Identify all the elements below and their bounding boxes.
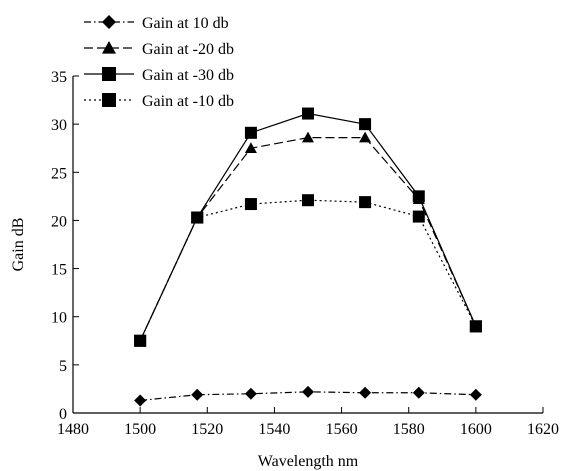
data-point-square — [102, 93, 116, 107]
x-tick-label: 1580 — [393, 421, 425, 438]
legend-item: Gain at -20 db — [84, 41, 234, 58]
data-point-square — [359, 196, 372, 209]
x-tick-label: 1480 — [57, 421, 89, 438]
data-point-triangle — [102, 41, 116, 54]
data-point-square — [412, 210, 425, 223]
data-point-square — [302, 107, 314, 120]
legend-label: Gain at -30 db — [142, 67, 234, 84]
legend-label: Gain at -10 db — [142, 93, 234, 110]
legend-item: Gain at -10 db — [84, 93, 234, 110]
data-point-square — [102, 67, 116, 81]
axes — [72, 75, 544, 414]
legend: Gain at 10 db Gain at -20 db Gain at -30 d… — [84, 15, 234, 110]
series-line — [139, 137, 477, 342]
data-point-diamond — [244, 387, 257, 400]
x-axis-label: Wavelength nm — [258, 453, 359, 470]
x-tick-label: 1540 — [258, 421, 290, 438]
x-tick-label: 1560 — [326, 421, 358, 438]
data-point-square — [412, 190, 425, 203]
series-1 — [134, 385, 482, 407]
y-tick-label: 5 — [59, 358, 67, 375]
legend-label: Gain at -20 db — [142, 41, 234, 58]
data-point-triangle — [302, 131, 314, 143]
legend-label: Gain at 10 db — [142, 15, 229, 32]
data-point-diamond — [102, 15, 116, 29]
data-point-triangle — [359, 131, 372, 143]
y-tick-label: 20 — [51, 213, 67, 230]
y-tick-label: 0 — [59, 406, 67, 423]
data-point-diamond — [359, 386, 372, 399]
data-point-diamond — [302, 385, 314, 398]
data-point-diamond — [191, 388, 204, 401]
x-tick-label: 1620 — [527, 421, 559, 438]
y-tick-label: 25 — [51, 165, 67, 182]
data-point-square — [191, 211, 204, 224]
data-point-square — [134, 334, 147, 347]
data-point-diamond — [412, 386, 425, 399]
data-point-diamond — [469, 388, 482, 401]
legend-item: Gain at 10 db — [84, 15, 229, 32]
series-group — [134, 107, 482, 407]
legend-item: Gain at -30 db — [84, 67, 234, 84]
x-tick-label: 1500 — [124, 421, 156, 438]
data-point-square — [244, 198, 257, 211]
x-tick-label: 1520 — [191, 421, 223, 438]
series-line — [139, 112, 477, 342]
data-point-triangle — [244, 142, 257, 154]
y-axis-label: Gain dB — [10, 218, 27, 272]
y-tick-label: 35 — [51, 69, 67, 86]
data-point-square — [359, 118, 372, 131]
series-3 — [134, 107, 482, 347]
y-tick-label: 15 — [51, 262, 67, 279]
data-point-diamond — [134, 394, 147, 407]
series-4 — [134, 194, 482, 347]
y-tick-label: 30 — [51, 117, 67, 134]
series-line — [139, 199, 477, 342]
data-point-square — [244, 126, 257, 139]
data-point-square — [302, 194, 314, 207]
data-point-square — [469, 320, 482, 333]
x-tick-label: 1600 — [460, 421, 492, 438]
y-tick-label: 10 — [51, 310, 67, 327]
